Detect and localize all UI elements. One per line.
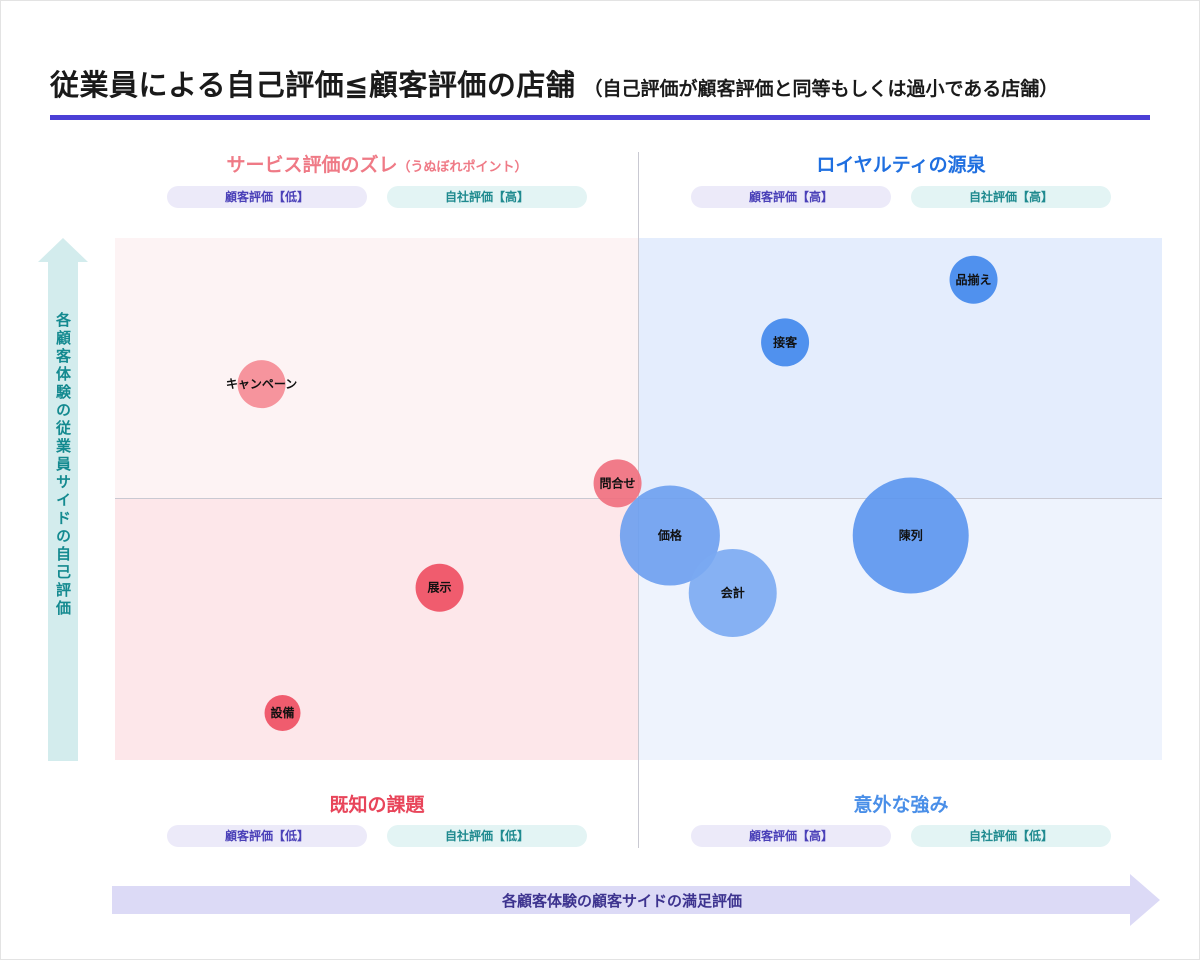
x-axis-arrow bbox=[112, 874, 1160, 926]
quadrant-bottom-right-bg bbox=[638, 499, 1162, 760]
top-right-self-pill: 自社評価【高】 bbox=[911, 186, 1111, 208]
quadrant-top-right-bg bbox=[638, 238, 1162, 499]
title-main: 従業員による自己評価≦顧客評価の店舗 bbox=[50, 68, 576, 102]
quadrant-bottom-left-bg bbox=[115, 499, 638, 760]
bottom-right-self-pill: 自社評価【低】 bbox=[911, 825, 1111, 847]
top-right-customer-pill: 顧客評価【高】 bbox=[691, 186, 891, 208]
y-axis-label: 各顧客体験の従業員サイドの自己評価 bbox=[54, 312, 72, 618]
quadrant-bottom-right-label: 意外な強み bbox=[853, 794, 949, 816]
quadrant-top-left-bg bbox=[115, 238, 638, 499]
bottom-right-customer-pill: 顧客評価【高】 bbox=[691, 825, 891, 847]
quadrant-top-left-note: （うぬぼれポイント） bbox=[397, 160, 528, 175]
quadrant-top-right-label: ロイヤルティの源泉 bbox=[816, 154, 986, 176]
x-axis-label: 各顧客体験の顧客サイドの満足評価 bbox=[501, 892, 742, 910]
quadrant-bottom-left-label: 既知の課題 bbox=[329, 794, 425, 816]
y-axis-arrow bbox=[38, 238, 88, 761]
top-left-customer-pill: 顧客評価【低】 bbox=[167, 186, 367, 208]
title-subtitle: （自己評価が顧客評価と同等もしくは過小である店舗） bbox=[583, 78, 1059, 100]
top-left-self-pill: 自社評価【高】 bbox=[387, 186, 587, 208]
bottom-left-customer-pill: 顧客評価【低】 bbox=[167, 825, 367, 847]
bottom-left-self-pill: 自社評価【低】 bbox=[387, 825, 587, 847]
quadrant-top-left-label: サービス評価のズレ（うぬぼれポイント） bbox=[167, 150, 587, 177]
vertical-divider bbox=[638, 152, 639, 848]
quadrant-top-left-title: サービス評価のズレ bbox=[226, 154, 398, 176]
title-underline bbox=[50, 115, 1150, 120]
page-title: 従業員による自己評価≦顧客評価の店舗 （自己評価が顧客評価と同等もしくは過小であ… bbox=[50, 62, 1160, 102]
horizontal-divider bbox=[115, 498, 1162, 499]
